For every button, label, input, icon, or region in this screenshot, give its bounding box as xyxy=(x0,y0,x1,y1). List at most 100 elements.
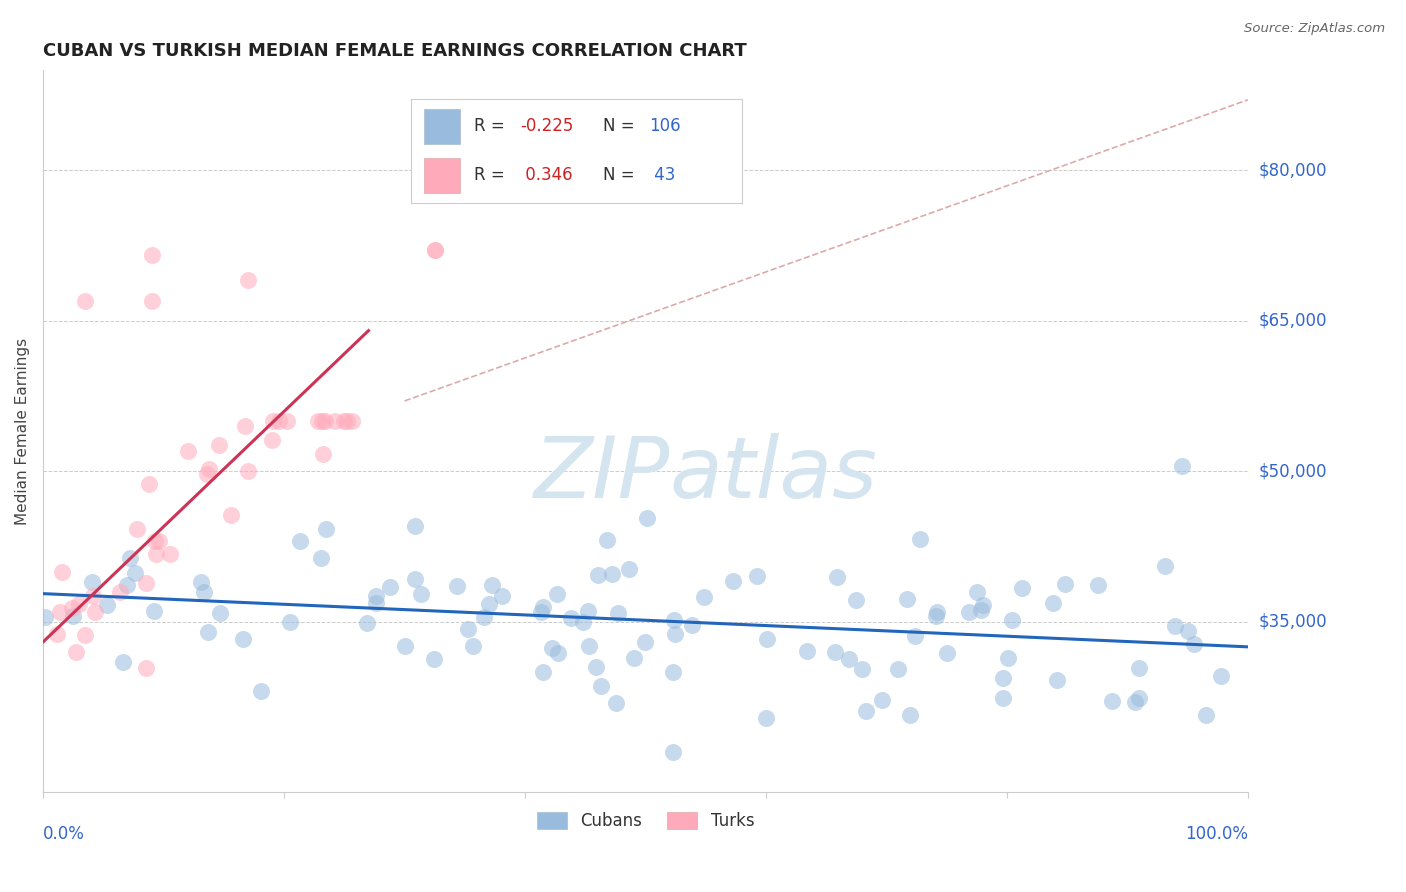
Cubans xyxy=(356,616,378,631)
Cubans xyxy=(531,665,554,679)
Cubans xyxy=(662,614,685,628)
Cubans xyxy=(1054,577,1077,591)
Cubans xyxy=(925,605,948,619)
Cubans xyxy=(411,587,433,601)
Cubans xyxy=(190,574,212,589)
Cubans xyxy=(111,656,134,670)
Turks xyxy=(307,414,329,428)
Cubans xyxy=(845,592,868,607)
Cubans xyxy=(755,711,778,725)
Cubans xyxy=(1211,669,1233,683)
Cubans xyxy=(1163,619,1185,633)
Turks xyxy=(423,244,446,258)
Cubans xyxy=(541,641,564,656)
Turks xyxy=(135,660,157,674)
Text: Source: ZipAtlas.com: Source: ZipAtlas.com xyxy=(1244,22,1385,36)
Cubans xyxy=(747,569,769,583)
Cubans xyxy=(1128,690,1150,705)
Text: 100.0%: 100.0% xyxy=(1185,825,1249,843)
Turks xyxy=(135,576,157,591)
Cubans xyxy=(824,645,846,659)
Text: $80,000: $80,000 xyxy=(1260,161,1327,179)
Cubans xyxy=(851,662,873,676)
Cubans xyxy=(457,622,479,636)
Cubans xyxy=(1000,613,1022,627)
Cubans xyxy=(364,589,387,603)
Y-axis label: Median Female Earnings: Median Female Earnings xyxy=(15,337,30,524)
Cubans xyxy=(1128,661,1150,675)
Turks xyxy=(69,597,91,611)
Cubans xyxy=(600,567,623,582)
Cubans xyxy=(1042,596,1064,610)
Cubans xyxy=(531,600,554,615)
Cubans xyxy=(904,629,927,643)
Turks xyxy=(233,419,256,434)
Turks xyxy=(45,626,67,640)
Cubans xyxy=(664,627,686,641)
Cubans xyxy=(1154,558,1177,573)
Cubans xyxy=(681,617,703,632)
Cubans xyxy=(623,651,645,665)
Cubans xyxy=(394,640,416,654)
Cubans xyxy=(232,632,254,647)
Cubans xyxy=(1195,708,1218,723)
Turks xyxy=(145,534,167,549)
Cubans xyxy=(838,651,860,665)
Cubans xyxy=(605,696,627,710)
Cubans xyxy=(991,690,1014,705)
Turks xyxy=(51,565,73,579)
Turks xyxy=(65,645,87,659)
Cubans xyxy=(366,596,388,610)
Cubans xyxy=(997,651,1019,665)
Cubans xyxy=(617,562,640,576)
Turks xyxy=(236,464,259,478)
Cubans xyxy=(315,522,337,536)
Turks xyxy=(208,438,231,452)
Turks xyxy=(141,248,163,262)
Turks xyxy=(219,508,242,522)
Cubans xyxy=(82,575,104,590)
Cubans xyxy=(491,589,513,603)
Cubans xyxy=(636,511,658,525)
Cubans xyxy=(662,665,685,680)
Cubans xyxy=(404,519,426,533)
Turks xyxy=(311,414,333,428)
Turks xyxy=(236,273,259,287)
Cubans xyxy=(96,599,118,613)
Cubans xyxy=(925,609,948,624)
Cubans xyxy=(596,533,619,547)
Cubans xyxy=(546,587,568,601)
Cubans xyxy=(290,533,312,548)
Cubans xyxy=(472,609,495,624)
Cubans xyxy=(576,604,599,618)
Cubans xyxy=(547,646,569,660)
Cubans xyxy=(634,634,657,648)
Cubans xyxy=(1182,637,1205,651)
Cubans xyxy=(34,610,56,624)
Turks xyxy=(340,414,363,428)
Turks xyxy=(335,414,357,428)
Cubans xyxy=(478,597,501,611)
Turks xyxy=(195,467,218,481)
Cubans xyxy=(62,608,84,623)
Turks xyxy=(423,244,446,258)
Cubans xyxy=(607,606,630,620)
Cubans xyxy=(380,580,402,594)
Cubans xyxy=(463,640,485,654)
Cubans xyxy=(991,672,1014,686)
Text: 0.0%: 0.0% xyxy=(44,825,86,843)
Cubans xyxy=(446,578,468,592)
Cubans xyxy=(143,604,166,618)
Text: ZIP: ZIP xyxy=(533,433,669,516)
Turks xyxy=(159,547,181,561)
Turks xyxy=(148,533,170,548)
Cubans xyxy=(910,532,932,546)
Cubans xyxy=(118,551,141,566)
Turks xyxy=(262,414,284,428)
Cubans xyxy=(278,615,301,630)
Turks xyxy=(48,606,70,620)
Cubans xyxy=(572,615,595,629)
Cubans xyxy=(966,584,988,599)
Text: $65,000: $65,000 xyxy=(1260,311,1327,330)
Cubans xyxy=(855,704,877,718)
